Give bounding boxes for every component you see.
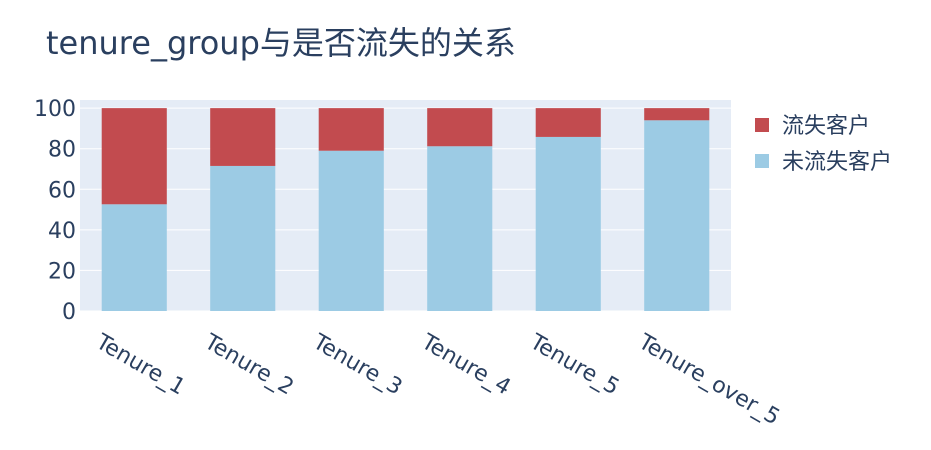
y-tick-label: 80 <box>48 138 76 163</box>
chart-title: tenure_group与是否流失的关系 <box>46 24 516 62</box>
bar-segment[interactable] <box>427 146 493 311</box>
grid-lines <box>80 107 731 312</box>
bar-segment[interactable] <box>318 150 384 311</box>
x-axis-ticks: Tenure_1 Tenure_2 Tenure_3 Tenure_4 Tenure_5… <box>91 329 784 430</box>
y-tick-label: 0 <box>62 300 76 325</box>
x-tick-label: Tenure_1 <box>91 329 189 400</box>
bar-segment[interactable] <box>318 108 384 151</box>
x-tick-label: Tenure_2 <box>199 329 297 400</box>
legend-label: 未流失客户 <box>782 150 892 175</box>
legend-swatch <box>755 118 769 132</box>
y-tick-label: 40 <box>48 219 76 244</box>
x-tick-label: Tenure_4 <box>416 329 514 400</box>
x-tick-label: Tenure_5 <box>525 329 623 400</box>
bars <box>101 108 710 312</box>
bar-segment[interactable] <box>101 108 167 205</box>
bar-segment[interactable] <box>535 108 601 137</box>
legend-item[interactable]: 未流失客户 <box>755 150 892 175</box>
y-tick-label: 100 <box>34 97 76 122</box>
bar-segment[interactable] <box>644 120 710 312</box>
y-tick-label: 60 <box>48 178 76 203</box>
bar-segment[interactable] <box>210 165 276 311</box>
y-axis-ticks: 0 20 40 60 80 100 <box>34 97 76 325</box>
x-tick-label: Tenure_over_5 <box>633 329 783 430</box>
bar-segment[interactable] <box>210 108 276 166</box>
legend-label: 流失客户 <box>782 114 870 139</box>
bar-segment[interactable] <box>101 204 167 311</box>
x-tick-label: Tenure_3 <box>308 329 406 400</box>
plot-background <box>80 100 731 311</box>
legend-swatch <box>755 154 769 168</box>
bar-segment[interactable] <box>427 108 493 147</box>
bar-segment[interactable] <box>535 136 601 311</box>
bar-segment[interactable] <box>644 108 710 121</box>
y-tick-label: 20 <box>48 259 76 284</box>
legend-item[interactable]: 流失客户 <box>755 114 870 139</box>
